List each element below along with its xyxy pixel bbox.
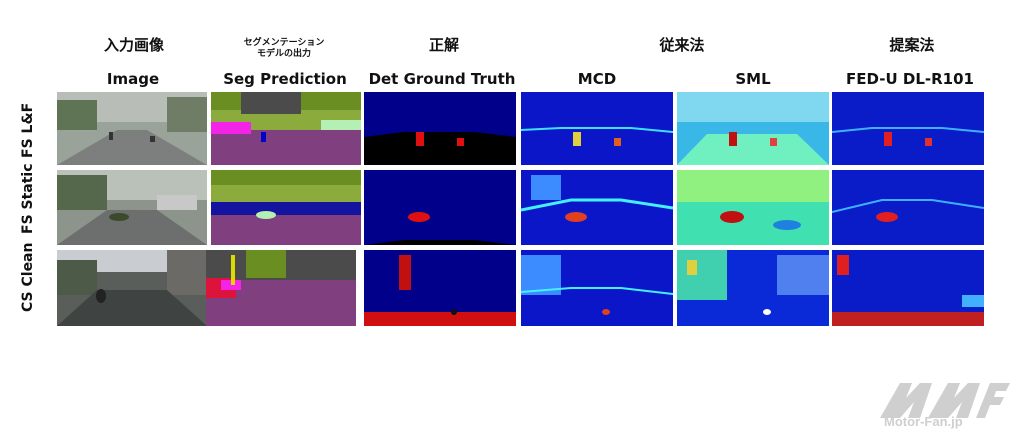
row-label-cs-clean: CS Clean [20, 242, 36, 312]
fedu-row1 [832, 92, 984, 165]
sml-row2 [677, 170, 829, 245]
fedu-row3 [832, 250, 984, 326]
column-header-mcd: MCD [577, 70, 617, 88]
header-jp-seg-line1: セグメンテーション [243, 38, 325, 48]
sml-row1 [677, 92, 829, 165]
motor-fan-logo-icon [880, 383, 1010, 418]
mcd-row3 [521, 250, 673, 326]
gt-row1 [364, 92, 516, 165]
seg-row2 [211, 170, 361, 245]
row-label-fs-lf: FS L&F [20, 102, 36, 158]
seg-row1 [211, 92, 361, 165]
header-jp-image: 入力画像 [103, 36, 164, 54]
row-label-fs-static: FS Static [20, 163, 36, 234]
watermark-text: Motor-Fan.jp [884, 414, 963, 429]
column-header-seg-prediction: Seg Prediction [223, 70, 347, 88]
column-header-image: Image [106, 70, 160, 88]
mcd-row2 [521, 170, 673, 245]
header-jp-seg-line2: モデルの出力 [256, 49, 311, 59]
fedu-row2 [832, 170, 984, 245]
column-header-sml: SML [735, 70, 771, 88]
header-jp-proposed: 提案法 [889, 36, 935, 54]
gt-row2 [364, 170, 516, 245]
sml-row3 [677, 250, 829, 326]
gt-row3 [364, 250, 516, 326]
image-row1-input [57, 92, 207, 165]
header-jp-gt: 正解 [428, 36, 459, 54]
image-row2-input [57, 170, 207, 245]
column-header-fed-u: FED-U DL-R101 [846, 70, 974, 88]
image-row3-input [57, 250, 207, 326]
mcd-row1 [521, 92, 673, 165]
seg-row3 [206, 250, 356, 326]
header-jp-conventional: 従来法 [659, 36, 705, 54]
column-header-det-ground-truth: Det Ground Truth [368, 70, 516, 88]
header-jp-seg: セグメンテーション モデルの出力 [224, 38, 344, 60]
